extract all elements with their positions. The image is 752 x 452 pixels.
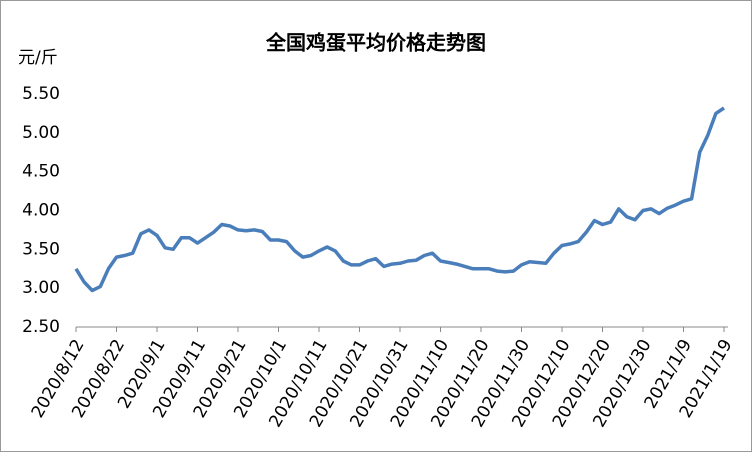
y-tick-label: 5.00	[22, 123, 60, 143]
y-tick-label: 2.50	[22, 317, 60, 337]
chart-title: 全国鸡蛋平均价格走势图	[265, 31, 486, 55]
y-tick-label: 4.50	[22, 162, 60, 182]
y-tick-label: 4.00	[22, 201, 60, 221]
y-axis-label: 元/斤	[18, 48, 58, 68]
y-tick-label: 5.50	[22, 84, 60, 104]
y-tick-label: 3.00	[22, 278, 60, 298]
price-line	[74, 106, 725, 293]
y-tick-label: 3.50	[22, 239, 60, 259]
